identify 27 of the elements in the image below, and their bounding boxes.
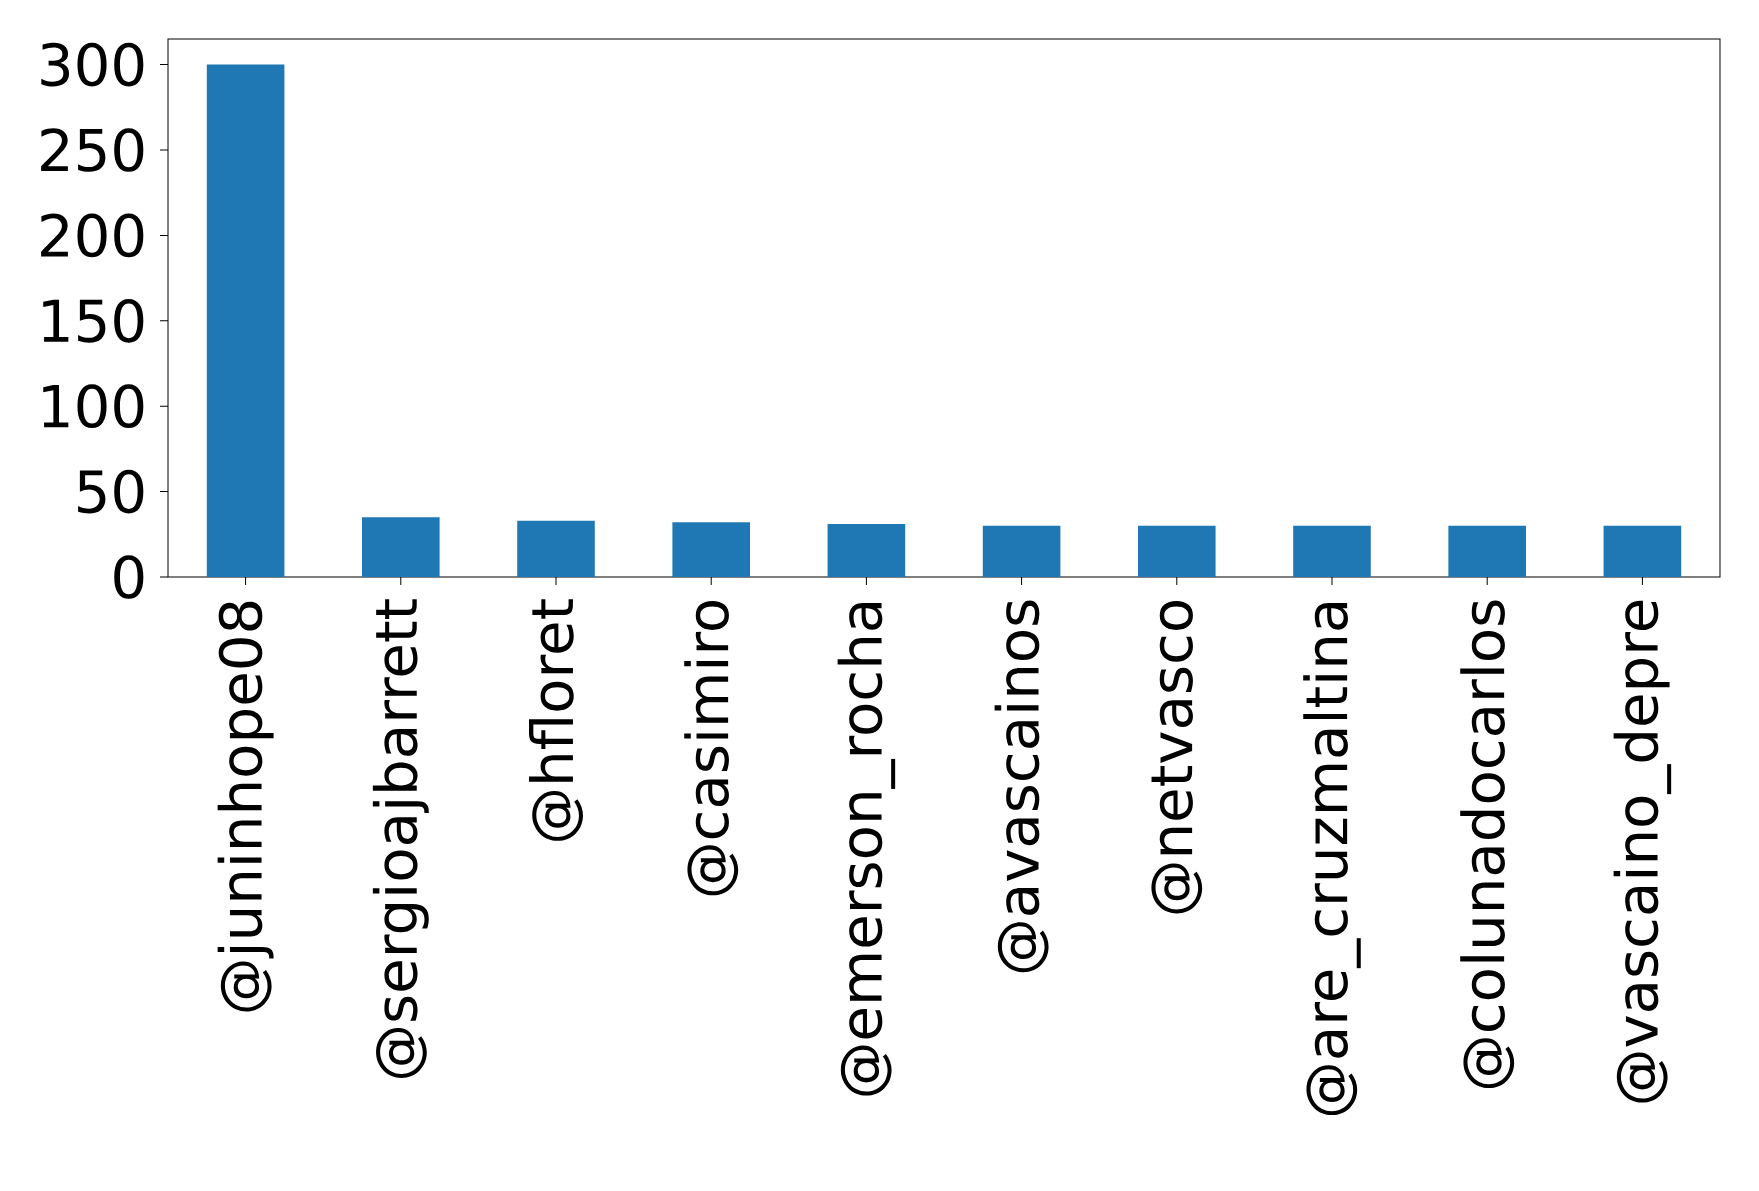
x-tick-label: @juninhope08 [217,601,274,1012]
x-tick-label: @emerson_rocha [837,603,896,1096]
bar [1293,525,1371,577]
y-tick-label: 0 [114,555,144,599]
bar [517,520,595,577]
x-tick-label: @netvasco [1151,600,1203,914]
bar [827,524,906,577]
bar [672,522,750,577]
bar [1603,525,1682,577]
bar [1137,525,1216,577]
x-tick-label: @sergioajbarrett [372,599,429,1078]
x-tick-label: @vascaino_depre [1613,600,1672,1103]
x-tick-label: @hfloret [529,599,583,841]
bar [206,64,285,577]
y-tick-label: 250 [41,128,144,172]
bar [1448,525,1526,577]
y-tick-label: 300 [41,42,144,87]
x-tick-label: @avascainos [994,600,1049,973]
bar [362,517,440,577]
x-tick-label: @are_cruzmaltina [1303,602,1361,1116]
bar [982,525,1061,577]
y-tick-label: 200 [41,213,144,258]
y-tick-label: 50 [78,469,144,514]
x-tick-label: @colunadocarlos [1460,600,1515,1089]
y-tick-label: 100 [43,384,144,429]
x-tick-label: @casimiro [684,600,739,896]
y-tick-label: 150 [43,298,144,343]
